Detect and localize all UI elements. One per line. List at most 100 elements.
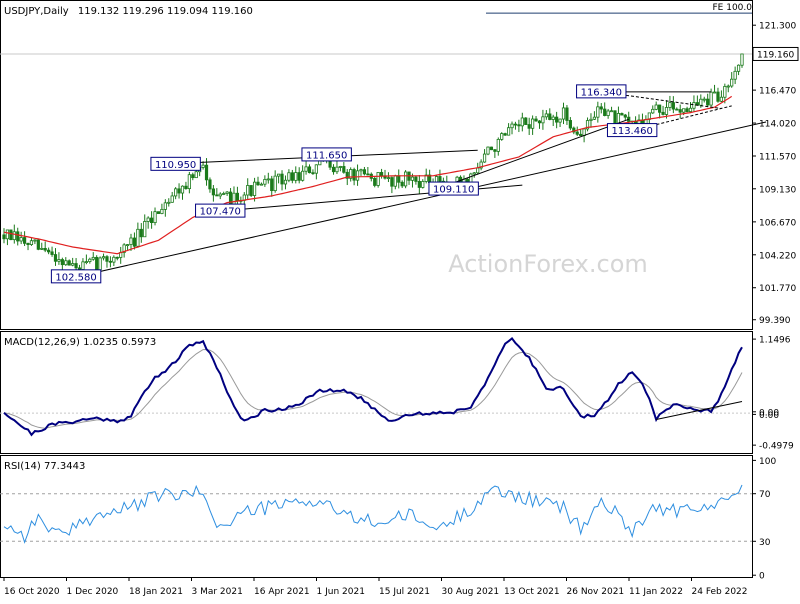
candle-body xyxy=(270,178,274,192)
candle-body xyxy=(125,244,130,246)
candle-body xyxy=(555,116,559,123)
candle-body xyxy=(678,109,682,113)
candle-body xyxy=(527,124,531,129)
x-tick-label: 13 Oct 2021 xyxy=(504,587,560,597)
candle-body xyxy=(57,259,61,262)
x-tick-label: 3 Mar 2021 xyxy=(192,587,243,597)
candle-body xyxy=(26,242,30,245)
symbol-timeframe: USDJPY,Daily xyxy=(4,6,69,17)
candle-body xyxy=(733,70,737,80)
candle-body xyxy=(112,256,116,263)
candle-body xyxy=(122,244,126,253)
candle-body xyxy=(153,211,157,224)
candle-body xyxy=(682,108,686,113)
price-label-box xyxy=(50,269,102,284)
candle-body xyxy=(482,153,487,163)
candle-body xyxy=(582,128,586,136)
rsi-line xyxy=(3,484,743,544)
candle-body xyxy=(592,116,597,120)
candle-body xyxy=(156,211,161,214)
candle-body xyxy=(506,127,511,136)
rsi-tick-label: 70 xyxy=(759,490,771,500)
candle-body xyxy=(421,181,425,188)
candle-body xyxy=(537,120,542,124)
candle-body xyxy=(520,117,524,127)
macd-tick-label: 0.00 xyxy=(759,408,779,418)
candle-body xyxy=(534,118,538,122)
candle-body xyxy=(531,118,535,129)
candle-body xyxy=(730,78,734,87)
x-tick-label: 18 Jan 2021 xyxy=(129,587,183,597)
x-tick-label: 1 Dec 2020 xyxy=(67,587,119,597)
candle-body xyxy=(654,104,658,110)
candle-body xyxy=(479,161,483,169)
y-tick-label: 116.470 xyxy=(759,87,796,97)
candle-body xyxy=(585,120,590,130)
candle-body xyxy=(273,175,277,192)
candle-body xyxy=(290,172,294,181)
candle-body xyxy=(712,91,717,94)
main-title: USDJPY,Daily 119.132 119.296 119.094 119… xyxy=(4,6,253,17)
candle-body xyxy=(12,231,16,241)
price-label: 107.470 xyxy=(200,207,241,218)
x-tick-label: 16 Oct 2020 xyxy=(4,587,60,597)
candle-body xyxy=(366,173,370,176)
rsi-tick-label: 30 xyxy=(759,538,771,548)
candle-body xyxy=(740,53,744,66)
candle-body xyxy=(551,116,555,120)
macd-signal-line xyxy=(3,348,743,429)
candle-body xyxy=(139,228,143,238)
candle-body xyxy=(568,120,572,129)
candle-body xyxy=(95,256,99,271)
candle-body xyxy=(613,110,617,124)
candle-body xyxy=(81,261,85,270)
price-label: 110.950 xyxy=(155,160,196,171)
candle-body xyxy=(163,202,167,210)
candle-body xyxy=(43,247,47,251)
candle-body xyxy=(548,113,552,120)
candle-body xyxy=(263,179,267,185)
y-tick-label: 111.570 xyxy=(759,152,796,162)
candle-body xyxy=(558,118,562,123)
candle-body xyxy=(572,127,576,133)
macd-trendline xyxy=(656,401,743,421)
candle-body xyxy=(397,175,401,183)
rsi-title: RSI(14) 77.3443 xyxy=(4,461,85,472)
ohlc-values: 119.132 119.296 119.094 119.160 xyxy=(78,6,253,17)
trendline xyxy=(75,121,767,278)
candle-body xyxy=(706,98,710,106)
candle-body xyxy=(575,131,579,135)
candle-body xyxy=(438,176,442,182)
x-tick-label: 1 Jun 2021 xyxy=(317,587,365,597)
candle-body xyxy=(208,179,212,190)
candle-body xyxy=(362,169,367,175)
candle-body xyxy=(129,237,133,245)
last-price-box xyxy=(752,46,799,61)
candle-body xyxy=(493,149,497,152)
candle-body xyxy=(218,193,222,197)
candle-body xyxy=(146,217,150,222)
candle-body xyxy=(22,237,27,244)
candle-body xyxy=(201,164,205,168)
candle-body xyxy=(716,91,720,102)
candle-body xyxy=(235,192,240,202)
macd-series-layer xyxy=(0,336,752,437)
candle-body xyxy=(60,259,64,266)
price-label: 102.580 xyxy=(55,272,96,283)
candle-body xyxy=(349,169,353,179)
x-tick-label: 16 Apr 2021 xyxy=(254,587,310,597)
candle-body xyxy=(301,170,305,181)
candle-body xyxy=(77,267,82,270)
candle-body xyxy=(180,185,185,194)
candle-body xyxy=(74,263,78,269)
rsi-series-layer xyxy=(0,484,752,544)
candle-body xyxy=(232,192,236,205)
candle-body xyxy=(29,240,34,245)
candle-body xyxy=(609,110,614,113)
candle-body xyxy=(373,177,377,186)
candle-body xyxy=(390,177,394,187)
candle-body xyxy=(352,169,356,181)
candle-body xyxy=(47,249,51,253)
y-tick-label: 114.020 xyxy=(759,120,796,130)
